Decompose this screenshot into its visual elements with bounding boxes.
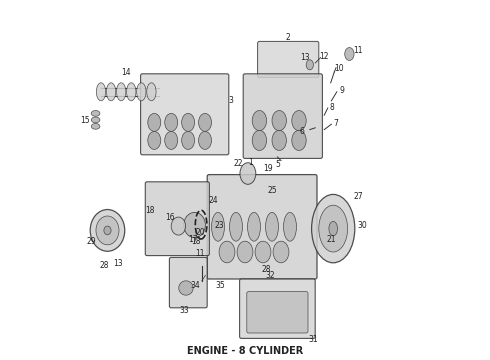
Text: 13: 13 bbox=[114, 259, 123, 268]
Ellipse shape bbox=[229, 212, 243, 241]
Ellipse shape bbox=[147, 83, 156, 101]
Text: 30: 30 bbox=[357, 220, 367, 230]
Text: 11: 11 bbox=[195, 249, 205, 258]
Ellipse shape bbox=[345, 48, 354, 60]
Ellipse shape bbox=[104, 226, 111, 235]
Text: 22: 22 bbox=[234, 159, 243, 168]
Text: 7: 7 bbox=[333, 120, 338, 129]
Text: 31: 31 bbox=[309, 335, 318, 343]
Ellipse shape bbox=[198, 131, 212, 149]
Text: 17: 17 bbox=[188, 235, 197, 243]
Ellipse shape bbox=[148, 113, 161, 131]
Ellipse shape bbox=[91, 123, 100, 129]
Text: 18: 18 bbox=[145, 206, 154, 215]
FancyBboxPatch shape bbox=[243, 74, 322, 158]
Text: 14: 14 bbox=[122, 68, 131, 77]
Ellipse shape bbox=[91, 111, 100, 116]
Text: 9: 9 bbox=[339, 86, 344, 95]
Ellipse shape bbox=[312, 194, 355, 263]
Text: 23: 23 bbox=[215, 220, 224, 230]
Text: 28: 28 bbox=[261, 266, 270, 275]
Ellipse shape bbox=[272, 130, 286, 150]
Text: 27: 27 bbox=[354, 192, 363, 201]
Ellipse shape bbox=[91, 117, 100, 123]
FancyBboxPatch shape bbox=[170, 257, 207, 308]
Ellipse shape bbox=[171, 217, 186, 235]
Text: 2: 2 bbox=[286, 33, 291, 42]
Text: 29: 29 bbox=[86, 237, 96, 246]
Ellipse shape bbox=[148, 131, 161, 149]
Ellipse shape bbox=[240, 163, 256, 184]
Ellipse shape bbox=[90, 210, 125, 251]
FancyBboxPatch shape bbox=[141, 74, 229, 155]
Text: 15: 15 bbox=[80, 116, 90, 125]
FancyBboxPatch shape bbox=[145, 182, 209, 256]
Ellipse shape bbox=[198, 113, 212, 131]
Ellipse shape bbox=[272, 111, 286, 131]
Text: 3: 3 bbox=[228, 96, 233, 105]
Ellipse shape bbox=[329, 221, 338, 236]
Ellipse shape bbox=[212, 212, 224, 241]
Ellipse shape bbox=[117, 83, 126, 101]
Ellipse shape bbox=[126, 83, 136, 101]
Ellipse shape bbox=[96, 216, 119, 245]
Text: 10: 10 bbox=[334, 64, 343, 73]
FancyBboxPatch shape bbox=[247, 292, 308, 333]
Text: 25: 25 bbox=[267, 186, 277, 195]
Text: 32: 32 bbox=[266, 271, 275, 280]
FancyBboxPatch shape bbox=[240, 279, 315, 338]
Text: 5: 5 bbox=[275, 160, 280, 169]
Ellipse shape bbox=[255, 241, 271, 263]
FancyBboxPatch shape bbox=[258, 41, 319, 77]
Text: 16: 16 bbox=[165, 213, 175, 222]
FancyBboxPatch shape bbox=[207, 175, 317, 279]
Ellipse shape bbox=[165, 113, 178, 131]
Text: 21: 21 bbox=[327, 235, 336, 244]
Ellipse shape bbox=[266, 212, 278, 241]
Text: 35: 35 bbox=[215, 281, 225, 289]
Text: 13: 13 bbox=[301, 53, 310, 62]
Text: ENGINE - 8 CYLINDER: ENGINE - 8 CYLINDER bbox=[187, 346, 303, 356]
Ellipse shape bbox=[292, 130, 306, 150]
Text: 6: 6 bbox=[299, 127, 304, 136]
Ellipse shape bbox=[284, 212, 296, 241]
Text: 8: 8 bbox=[330, 103, 335, 112]
Text: 19: 19 bbox=[264, 164, 273, 173]
Ellipse shape bbox=[247, 212, 261, 241]
Ellipse shape bbox=[219, 241, 235, 263]
Ellipse shape bbox=[182, 113, 195, 131]
Ellipse shape bbox=[165, 131, 178, 149]
Ellipse shape bbox=[106, 83, 116, 101]
Ellipse shape bbox=[319, 205, 347, 252]
Ellipse shape bbox=[273, 241, 289, 263]
Ellipse shape bbox=[137, 83, 146, 101]
Ellipse shape bbox=[252, 130, 267, 150]
Text: 12: 12 bbox=[319, 53, 329, 62]
Text: 20: 20 bbox=[195, 228, 205, 237]
Text: 18: 18 bbox=[192, 237, 201, 246]
Text: 1: 1 bbox=[248, 158, 253, 167]
Ellipse shape bbox=[179, 281, 193, 295]
Text: 33: 33 bbox=[179, 306, 189, 315]
Text: 34: 34 bbox=[191, 281, 200, 289]
Text: 24: 24 bbox=[209, 197, 218, 205]
Ellipse shape bbox=[182, 131, 195, 149]
Text: 28: 28 bbox=[100, 261, 109, 270]
Ellipse shape bbox=[237, 241, 253, 263]
Ellipse shape bbox=[97, 83, 106, 101]
Ellipse shape bbox=[292, 111, 306, 131]
Text: 11: 11 bbox=[354, 46, 363, 55]
Ellipse shape bbox=[252, 111, 267, 131]
Ellipse shape bbox=[184, 212, 205, 238]
Ellipse shape bbox=[306, 60, 314, 70]
